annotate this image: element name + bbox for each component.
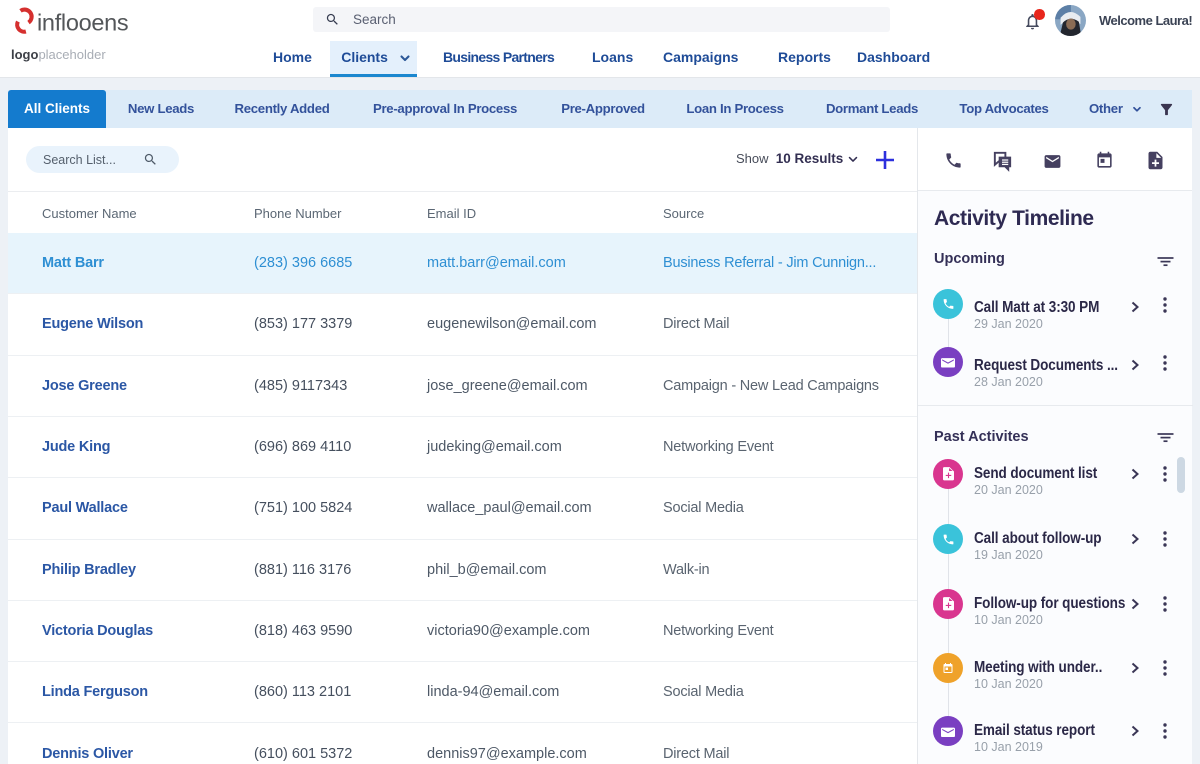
svg-text:inflooens: inflooens [37,10,128,36]
